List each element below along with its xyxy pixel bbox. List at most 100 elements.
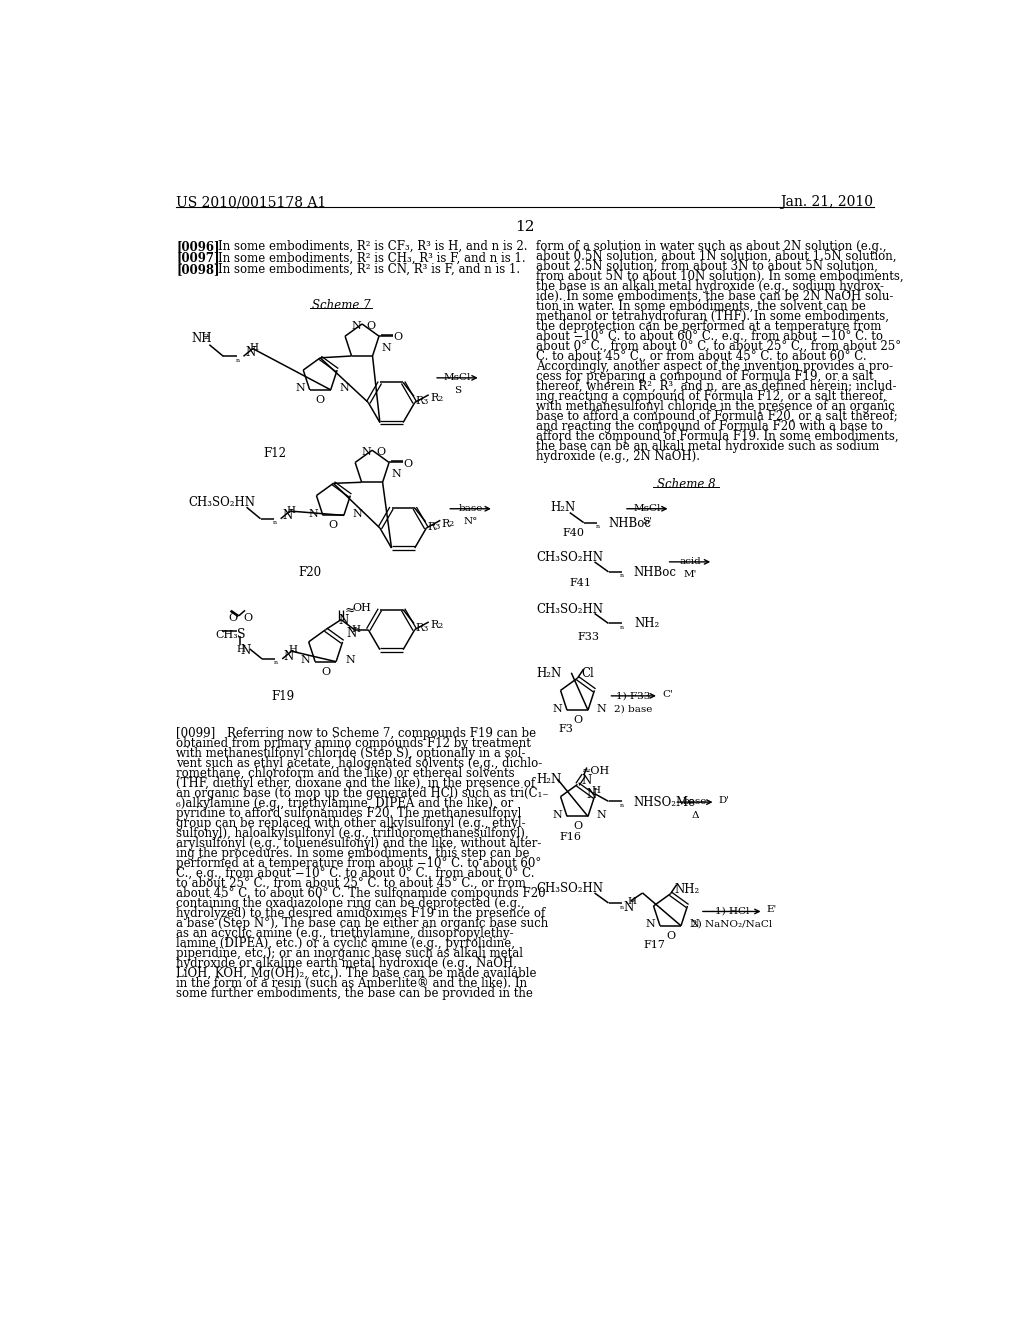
Text: (THF, diethyl ether, dioxane and the like), in the presence of: (THF, diethyl ether, dioxane and the lik… (176, 776, 536, 789)
Text: ing the procedures. In some embodiments, this step can be: ing the procedures. In some embodiments,… (176, 847, 529, 859)
Text: 3: 3 (423, 397, 428, 405)
Text: H: H (287, 506, 296, 515)
Text: 2: 2 (437, 622, 442, 630)
Text: M': M' (683, 570, 696, 579)
Text: tion in water. In some embodiments, the solvent can be: tion in water. In some embodiments, the … (537, 300, 866, 313)
Text: US 2010/0015178 A1: US 2010/0015178 A1 (176, 195, 327, 210)
Text: O: O (322, 667, 330, 677)
Text: N: N (352, 508, 362, 519)
Text: Scheme 7: Scheme 7 (312, 298, 371, 312)
Text: N: N (553, 810, 562, 820)
Text: H: H (628, 896, 637, 906)
Text: In some embodiments, R² is CH₃, R³ is F, and n is 1.: In some embodiments, R² is CH₃, R³ is F,… (218, 252, 525, 264)
Text: [0099] Referring now to Scheme 7, compounds F19 can be: [0099] Referring now to Scheme 7, compou… (176, 726, 537, 739)
Text: lamine (DIPEA), etc.) or a cyclic amine (e.g., pyrrolidine,: lamine (DIPEA), etc.) or a cyclic amine … (176, 937, 515, 950)
Text: NHBoc: NHBoc (633, 566, 676, 579)
Text: in the form of a resin (such as Amberlite® and the like). In: in the form of a resin (such as Amberlit… (176, 977, 527, 990)
Text: the deprotection can be performed at a temperature from: the deprotection can be performed at a t… (537, 321, 882, 333)
Text: O: O (315, 395, 325, 405)
Text: obtained from primary amino compounds F12 by treatment: obtained from primary amino compounds F1… (176, 737, 530, 750)
Text: R: R (416, 396, 424, 407)
Text: performed at a temperature from about −10° C. to about 60°: performed at a temperature from about −1… (176, 857, 542, 870)
Text: H: H (289, 645, 297, 653)
Text: NH₂: NH₂ (635, 616, 660, 630)
Text: S: S (454, 387, 461, 395)
Text: ⁿ: ⁿ (595, 524, 600, 533)
Text: 2: 2 (203, 333, 209, 341)
Text: ₆)alkylamine (e.g., triethylamine, DIPEA and the like), or: ₆)alkylamine (e.g., triethylamine, DIPEA… (176, 797, 513, 809)
Text: OH: OH (352, 603, 372, 614)
Text: N: N (283, 508, 293, 521)
Text: N: N (361, 447, 371, 457)
Text: N: N (340, 383, 349, 393)
Text: N: N (345, 655, 354, 665)
Text: about 0° C., from about 0° C. to about 25° C., from about 25°: about 0° C., from about 0° C. to about 2… (537, 341, 901, 354)
Text: N: N (339, 614, 349, 627)
Text: base to afford a compound of Formula F20, or a salt thereof;: base to afford a compound of Formula F20… (537, 411, 898, 424)
Text: 3: 3 (423, 626, 428, 634)
Text: 3: 3 (434, 524, 439, 532)
Text: F20: F20 (299, 566, 322, 579)
Text: MsCl: MsCl (443, 374, 471, 383)
Text: 12: 12 (515, 220, 535, 234)
Text: N: N (301, 655, 310, 665)
Text: sulfonyl), haloalkylsulfonyl (e.g., trifluoromethanesulfonyl),: sulfonyl), haloalkylsulfonyl (e.g., trif… (176, 826, 528, 840)
Text: about 2.5N solution, from about 3N to about 5N solution,: about 2.5N solution, from about 3N to ab… (537, 260, 879, 273)
Text: 2) base: 2) base (614, 705, 653, 713)
Text: F19: F19 (271, 689, 295, 702)
Text: O: O (403, 458, 412, 469)
Text: CH₃: CH₃ (216, 630, 239, 640)
Text: pyridine to afford sulfonamides F20. The methanesulfonyl: pyridine to afford sulfonamides F20. The… (176, 807, 521, 820)
Text: N: N (597, 810, 606, 820)
Text: NH: NH (191, 331, 212, 345)
Text: romethane, chloroform and the like) or ethereal solvents: romethane, chloroform and the like) or e… (176, 767, 515, 780)
Text: hydrolyzed) to the desired amidoximes F19 in the presence of: hydrolyzed) to the desired amidoximes F1… (176, 907, 546, 920)
Text: R: R (442, 519, 451, 529)
Text: In some embodiments, R² is CF₃, R³ is H, and n is 2.: In some embodiments, R² is CF₃, R³ is H,… (218, 240, 527, 253)
Text: 2: 2 (449, 520, 454, 528)
Text: the base can be an alkali metal hydroxide such as sodium: the base can be an alkali metal hydroxid… (537, 441, 880, 453)
Text: 2) NaNO₂/NaCl: 2) NaNO₂/NaCl (691, 920, 772, 929)
Text: and reacting the compound of Formula F20 with a base to: and reacting the compound of Formula F20… (537, 420, 884, 433)
Text: F16: F16 (560, 832, 582, 842)
Text: H: H (351, 626, 360, 634)
Text: [0096]: [0096] (176, 240, 219, 253)
Text: about 45° C. to about 60° C. The sulfonamide compounds F20: about 45° C. to about 60° C. The sulfona… (176, 887, 546, 900)
Text: N: N (597, 704, 606, 714)
Text: N: N (308, 508, 318, 519)
Text: about 0.5N solution, about 1N solution, about 1.5N solution,: about 0.5N solution, about 1N solution, … (537, 249, 897, 263)
Text: NH₂: NH₂ (675, 883, 699, 896)
Text: O: O (367, 321, 376, 331)
Text: a base (Step N°). The base can be either an organic base such: a base (Step N°). The base can be either… (176, 917, 548, 929)
Text: 1) HCl: 1) HCl (715, 907, 749, 916)
Text: S: S (237, 628, 245, 642)
Text: 2: 2 (437, 395, 442, 403)
Text: methanol or tetrahydrofuran (THF). In some embodiments,: methanol or tetrahydrofuran (THF). In so… (537, 310, 890, 323)
Text: hydroxide or alkaline earth metal hydroxide (e.g., NaOH,: hydroxide or alkaline earth metal hydrox… (176, 957, 517, 970)
Text: C., e.g., from about −10° C. to about 0° C., from about 0° C.: C., e.g., from about −10° C. to about 0°… (176, 867, 535, 880)
Text: Scheme 8: Scheme 8 (656, 478, 716, 491)
Text: ⁿ: ⁿ (621, 573, 625, 582)
Text: ing reacting a compound of Formula F12, or a salt thereof,: ing reacting a compound of Formula F12, … (537, 391, 887, 403)
Text: N°: N° (464, 517, 478, 527)
Text: H₂N: H₂N (537, 774, 562, 785)
Text: ⁿ: ⁿ (273, 660, 279, 669)
Text: an organic base (to mop up the generated HCl) such as tri(C₁₋: an organic base (to mop up the generated… (176, 787, 549, 800)
Text: from about 5N to about 10N solution). In some embodiments,: from about 5N to about 10N solution). In… (537, 271, 904, 282)
Text: N: N (381, 343, 391, 354)
Text: O: O (666, 931, 675, 941)
Text: N: N (284, 651, 294, 664)
Text: with methanesulfonyl chloride (Step S), optionally in a sol-: with methanesulfonyl chloride (Step S), … (176, 747, 525, 760)
Text: about −10° C. to about 60° C., e.g., from about −10° C. to: about −10° C. to about 60° C., e.g., fro… (537, 330, 884, 343)
Text: containing the oxadiazolone ring can be deprotected (e.g.,: containing the oxadiazolone ring can be … (176, 896, 524, 909)
Text: N: N (553, 704, 562, 714)
Text: R: R (427, 521, 435, 532)
Text: cess for preparing a compound of Formula F19, or a salt: cess for preparing a compound of Formula… (537, 370, 874, 383)
Text: acid: acid (679, 557, 700, 566)
Text: ≈OH: ≈OH (582, 766, 609, 776)
Text: H: H (250, 343, 259, 352)
Text: NHBoc: NHBoc (608, 517, 651, 531)
Text: F12: F12 (263, 447, 287, 461)
Text: D': D' (719, 796, 729, 805)
Text: S': S' (642, 517, 652, 527)
